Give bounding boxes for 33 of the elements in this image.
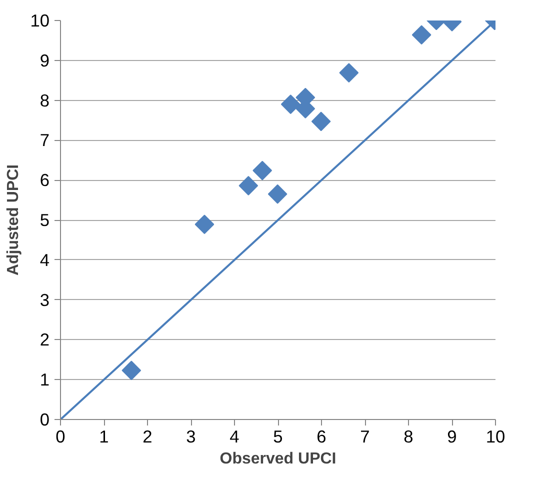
y-tick-label: 5 [40,210,50,230]
x-tick-label: 3 [186,426,196,446]
y-tick-label: 9 [40,50,50,70]
y-tick-label: 0 [40,410,50,430]
y-tick-label: 1 [40,370,50,390]
point [238,176,258,196]
y-tick-label: 8 [40,90,50,110]
x-tick-label: 5 [273,426,283,446]
point [280,94,300,114]
y-tick-label: 4 [40,250,50,270]
y-tick-label: 7 [40,130,50,150]
point [252,160,272,180]
x-axis-title: Observed UPCI [220,450,336,468]
x-tick-label: 8 [404,426,414,446]
x-tick-label: 9 [447,426,457,446]
x-tick-label: 0 [56,426,66,446]
y-axis-title: Adjusted UPCI [5,164,22,276]
point [194,214,214,234]
x-tick-label: 6 [316,426,326,446]
x-tick-label: 7 [360,426,370,446]
x-tick-label: 1 [99,426,109,446]
point [122,360,142,380]
x-tick-label: 4 [230,426,240,446]
x-tick-label: 10 [486,426,506,446]
point [268,184,288,204]
point [412,25,432,45]
point [311,112,331,132]
y-tick-label: 10 [30,10,50,30]
y-tick-label: 2 [40,330,50,350]
y-tick-label: 3 [40,290,50,310]
point [339,63,359,82]
x-tick-label: 2 [142,426,152,446]
y-tick-label: 6 [40,170,50,190]
